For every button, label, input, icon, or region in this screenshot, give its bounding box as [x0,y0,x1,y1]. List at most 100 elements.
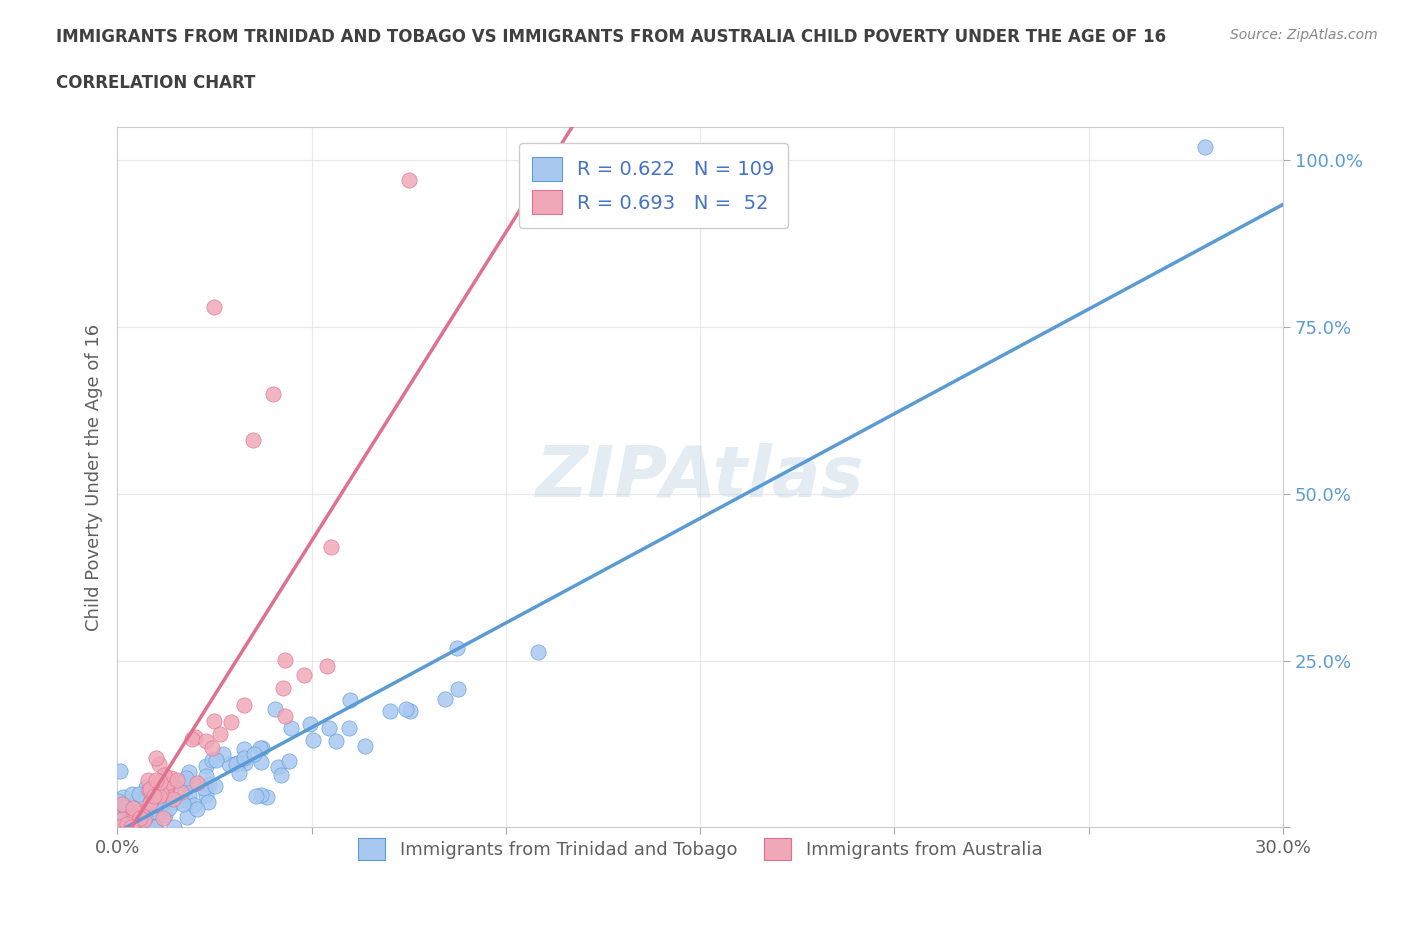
Point [166,773,188,788]
Point [183,729,205,744]
Point [204,778,226,793]
Point [299,716,322,731]
Point [398,704,420,719]
Point [225,755,247,770]
Point [128,804,150,818]
Point [118,820,141,835]
Point [143,789,166,804]
Point [202,299,225,314]
Point [115,817,138,831]
Point [114,800,136,815]
Point [129,805,152,820]
Point [124,809,146,824]
Point [111,796,134,811]
Point [150,773,173,788]
Point [211,747,233,762]
Point [294,667,316,682]
Point [157,801,180,816]
Point [262,386,284,401]
Point [111,811,134,826]
Point [108,764,131,778]
Point [233,741,256,756]
Point [198,777,221,791]
Point [149,798,172,813]
Point [233,755,256,770]
Point [122,807,145,822]
Point [433,692,456,707]
Point [270,767,292,782]
Point [233,751,256,765]
Point [122,806,145,821]
Point [176,810,198,825]
Point [201,752,224,767]
Point [169,775,191,790]
Point [249,741,271,756]
Y-axis label: Child Poverty Under the Age of 16: Child Poverty Under the Age of 16 [86,324,103,631]
Point [107,793,129,808]
Point [129,816,152,830]
Point [170,785,193,800]
Point [141,798,163,813]
Point [155,784,177,799]
Point [125,820,148,835]
Text: CORRELATION CHART: CORRELATION CHART [56,74,256,92]
Point [165,795,187,810]
Point [111,805,134,820]
Point [127,820,149,835]
Point [139,820,162,835]
Point [128,810,150,825]
Point [527,644,550,659]
Point [117,814,139,829]
Point [148,789,170,804]
Point [339,692,361,707]
Point [337,720,360,735]
Point [193,780,215,795]
Point [183,797,205,812]
Point [242,432,264,447]
Point [219,715,242,730]
Point [208,726,231,741]
Point [110,820,132,835]
Point [228,765,250,780]
Text: IMMIGRANTS FROM TRINIDAD AND TOBAGO VS IMMIGRANTS FROM AUSTRALIA CHILD POVERTY U: IMMIGRANTS FROM TRINIDAD AND TOBAGO VS I… [56,28,1167,46]
Point [162,792,184,807]
Point [138,785,160,800]
Point [111,790,134,804]
Point [181,731,204,746]
Point [153,768,176,783]
Point [277,754,299,769]
Point [112,820,135,835]
Point [108,820,131,835]
Point [118,820,141,835]
Point [120,819,142,834]
Point [136,773,159,788]
Point [325,734,347,749]
Text: ZIPAtlas: ZIPAtlas [536,443,865,512]
Point [160,788,183,803]
Point [225,756,247,771]
Point [316,658,339,673]
Point [150,786,173,801]
Point [271,681,294,696]
Point [115,805,138,820]
Point [125,793,148,808]
Point [115,816,138,830]
Point [153,807,176,822]
Point [204,752,226,767]
Point [145,751,167,765]
Point [122,801,145,816]
Point [125,804,148,819]
Point [301,733,323,748]
Point [243,747,266,762]
Legend: Immigrants from Trinidad and Tobago, Immigrants from Australia: Immigrants from Trinidad and Tobago, Imm… [350,831,1049,868]
Point [155,777,177,791]
Point [141,813,163,828]
Point [139,795,162,810]
Point [250,740,273,755]
Point [179,795,201,810]
Point [256,790,278,804]
Point [136,820,159,835]
Point [145,789,167,804]
Point [280,720,302,735]
Point [1194,140,1216,154]
